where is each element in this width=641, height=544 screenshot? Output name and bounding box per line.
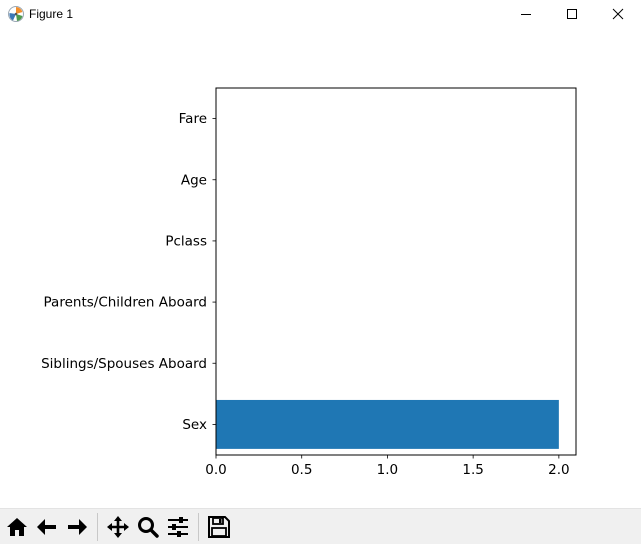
maximize-button[interactable] xyxy=(549,0,595,28)
maximize-icon xyxy=(567,9,577,19)
x-tick-label: 2.0 xyxy=(548,462,569,478)
x-tick-label: 1.5 xyxy=(462,462,483,478)
y-tick-label: Siblings/Spouses Aboard xyxy=(41,356,207,372)
pan-button[interactable] xyxy=(104,513,132,541)
toolbar-separator xyxy=(97,513,98,541)
arrow-left-icon xyxy=(37,519,56,535)
y-tick-label: Fare xyxy=(179,111,207,127)
magnifier-icon xyxy=(138,517,159,538)
bar-chart: Sex Siblings/Spouses Aboard Parents/Childr… xyxy=(41,87,577,478)
close-button[interactable] xyxy=(595,0,641,28)
y-tick-label: Pclass xyxy=(165,233,207,249)
minimize-icon xyxy=(521,14,531,15)
y-tick-label: Age xyxy=(181,172,207,188)
x-tick-label: 0.5 xyxy=(291,462,312,478)
navigation-toolbar xyxy=(0,508,641,544)
y-tick-label: Sex xyxy=(182,417,207,433)
save-button[interactable] xyxy=(205,513,233,541)
axes-frame xyxy=(215,87,577,456)
floppy-disk-icon xyxy=(208,516,230,538)
home-button[interactable] xyxy=(3,513,31,541)
x-tick-label: 1.0 xyxy=(377,462,398,478)
window-title: Figure 1 xyxy=(29,7,74,21)
bar xyxy=(216,399,559,449)
x-tick-label: 0.0 xyxy=(205,462,226,478)
y-tick-label: Parents/Children Aboard xyxy=(44,295,207,311)
forward-button[interactable] xyxy=(63,513,91,541)
arrow-right-icon xyxy=(68,519,87,535)
matplotlib-icon xyxy=(8,6,24,22)
sliders-icon xyxy=(168,517,188,537)
move-icon xyxy=(107,516,129,538)
figure-canvas[interactable]: Sex Siblings/Spouses Aboard Parents/Childr… xyxy=(0,28,641,508)
back-button[interactable] xyxy=(33,513,61,541)
zoom-button[interactable] xyxy=(134,513,162,541)
close-icon xyxy=(612,8,624,20)
title-bar: Figure 1 xyxy=(0,0,641,28)
toolbar-separator xyxy=(198,513,199,541)
home-icon xyxy=(7,518,27,536)
configure-subplots-button[interactable] xyxy=(164,513,192,541)
minimize-button[interactable] xyxy=(503,0,549,28)
